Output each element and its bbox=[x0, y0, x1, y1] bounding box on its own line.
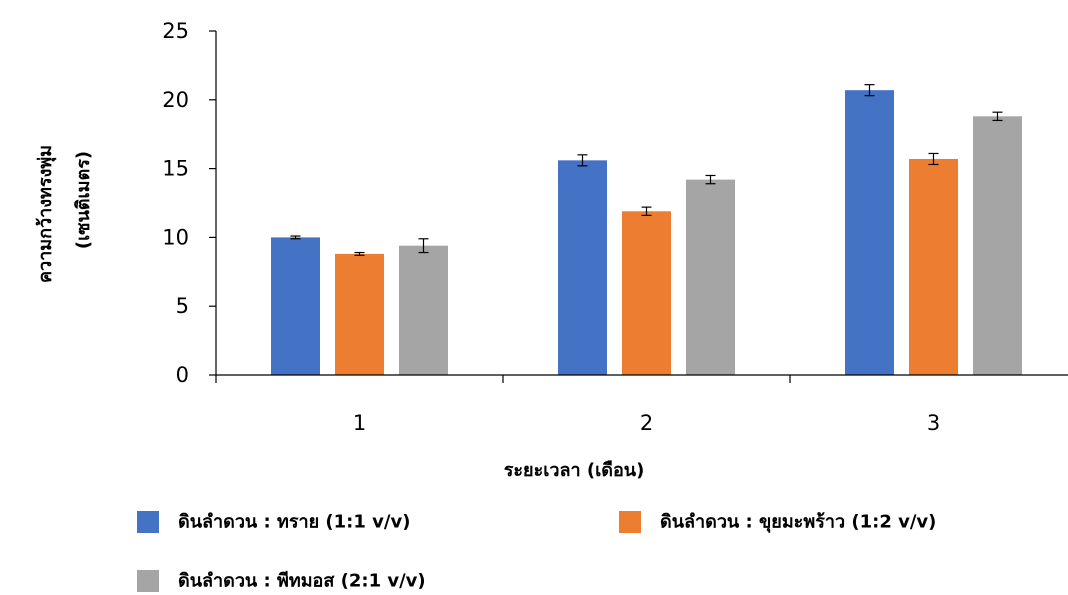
legend-label: ดินลำดวน : ขุยมะพร้าว (1:2 v/v) bbox=[660, 512, 936, 534]
x-tick-label: 2 bbox=[640, 411, 653, 435]
legend-item: ดินลำดวน : พีทมอส (2:1 v/v) bbox=[137, 570, 426, 592]
y-tick-label: 15 bbox=[162, 157, 189, 181]
bar bbox=[973, 116, 1022, 375]
x-tick-label: 1 bbox=[353, 411, 366, 435]
y-axis-title-line-1: ความกว้างทรงพุ่ม bbox=[35, 145, 57, 283]
bar bbox=[399, 245, 448, 375]
bar bbox=[909, 158, 958, 375]
legend-swatch bbox=[137, 511, 159, 533]
x-axis: 1 2 3 bbox=[215, 374, 1068, 435]
bar bbox=[622, 211, 671, 375]
y-tick-label: 0 bbox=[176, 363, 189, 387]
legend-item: ดินลำดวน : ขุยมะพร้าว (1:2 v/v) bbox=[619, 511, 936, 534]
y-tick-label: 20 bbox=[162, 88, 189, 112]
bar bbox=[845, 90, 894, 375]
bars-group bbox=[271, 90, 1022, 375]
y-axis: 0 5 10 15 20 25 bbox=[162, 19, 217, 387]
bar bbox=[335, 253, 384, 375]
y-tick-label: 25 bbox=[162, 19, 189, 43]
x-axis-title: ระยะเวลา (เดือน) bbox=[504, 460, 645, 481]
y-tick-label: 10 bbox=[162, 225, 189, 249]
legend-label: ดินลำดวน : ทราย (1:1 v/v) bbox=[178, 512, 410, 533]
legend-swatch bbox=[619, 511, 641, 533]
legend: ดินลำดวน : ทราย (1:1 v/v) ดินลำดวน : ขุยม… bbox=[137, 511, 936, 592]
legend-item: ดินลำดวน : ทราย (1:1 v/v) bbox=[137, 511, 410, 533]
bar bbox=[558, 160, 607, 375]
x-tick-label: 3 bbox=[927, 411, 940, 435]
y-axis-title-line-2: (เซนติเมตร) bbox=[73, 151, 94, 249]
legend-label: ดินลำดวน : พีทมอส (2:1 v/v) bbox=[178, 571, 426, 592]
bar bbox=[686, 179, 735, 375]
bar bbox=[271, 237, 320, 375]
error-bars-group bbox=[290, 84, 1003, 256]
y-tick-label: 5 bbox=[176, 294, 189, 318]
legend-swatch bbox=[137, 570, 159, 592]
